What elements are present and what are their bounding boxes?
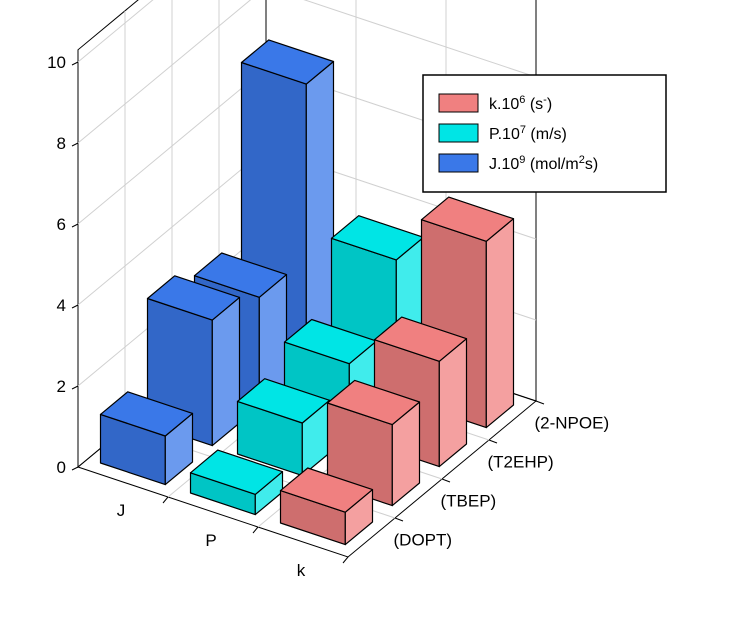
depth-tick-mark xyxy=(394,517,404,522)
z-tick-label: 10 xyxy=(47,53,66,72)
z-tick-mark xyxy=(71,466,79,471)
bar-k-1 xyxy=(326,379,421,507)
x-tick-mark xyxy=(252,526,259,534)
z-tick-mark xyxy=(71,223,79,228)
bar-top-face xyxy=(240,39,335,85)
bar-top-face xyxy=(326,379,421,426)
grid-line xyxy=(303,0,537,78)
z-tick-label: 8 xyxy=(57,134,66,153)
z-tick-mark xyxy=(71,385,79,390)
depth-tick-mark xyxy=(535,400,545,405)
depth-category-label: (TBEP) xyxy=(441,492,497,511)
depth-tick-mark xyxy=(488,439,498,444)
x-category-label: k xyxy=(297,561,306,580)
depth-category-label: (T2EHP) xyxy=(488,453,554,472)
depth-category-label: (DOPT) xyxy=(394,531,453,550)
x-category-label: J xyxy=(117,501,126,520)
z-tick-label: 6 xyxy=(57,215,66,234)
bar-top-face xyxy=(146,275,241,321)
bar-top-face xyxy=(193,252,288,298)
z-tick-label: 4 xyxy=(57,296,66,315)
legend-label: J.109 (mol/m2s) xyxy=(489,154,598,173)
bar-J-0 xyxy=(99,391,194,486)
bars xyxy=(99,39,515,546)
bar-side-face xyxy=(211,296,241,447)
x-category-label: P xyxy=(205,531,216,550)
legend-label: P.107 (m/s) xyxy=(489,124,567,143)
bar-top-face xyxy=(99,391,194,437)
x-tick-mark xyxy=(342,556,349,564)
bar-top-face xyxy=(236,378,331,424)
depth-tick-mark xyxy=(441,478,451,483)
legend-label: k.106 (s-) xyxy=(489,94,552,113)
bar-side-face xyxy=(485,218,515,429)
grid-line xyxy=(77,0,154,63)
bar-top-face xyxy=(279,467,374,513)
bar-P-0 xyxy=(189,449,284,516)
bar-k-0 xyxy=(279,467,374,546)
z-tick-label: 2 xyxy=(57,377,66,396)
bar-top-face xyxy=(373,316,468,362)
bar-top-face xyxy=(420,196,515,242)
z-tick-mark xyxy=(71,304,79,309)
z-tick-label: 0 xyxy=(57,458,66,477)
axis-labels: 0 2 4 6 8 10 J Pk (DOPT) (TBEP) (T2EHP) (2-NPOE) xyxy=(47,53,609,580)
bar-P-1 xyxy=(236,378,331,477)
x-tick-mark xyxy=(162,496,169,504)
bar-top-face xyxy=(189,449,284,495)
z-tick-mark xyxy=(71,142,79,147)
legend-swatch xyxy=(438,153,479,173)
depth-category-label: (2-NPOE) xyxy=(535,414,610,433)
legend-swatch xyxy=(438,93,479,113)
legend: k.106 (s-) P.107 (m/s) J.109 (mol/m2s) xyxy=(422,74,667,193)
z-tick-mark xyxy=(71,61,79,66)
legend-swatch xyxy=(438,123,479,143)
